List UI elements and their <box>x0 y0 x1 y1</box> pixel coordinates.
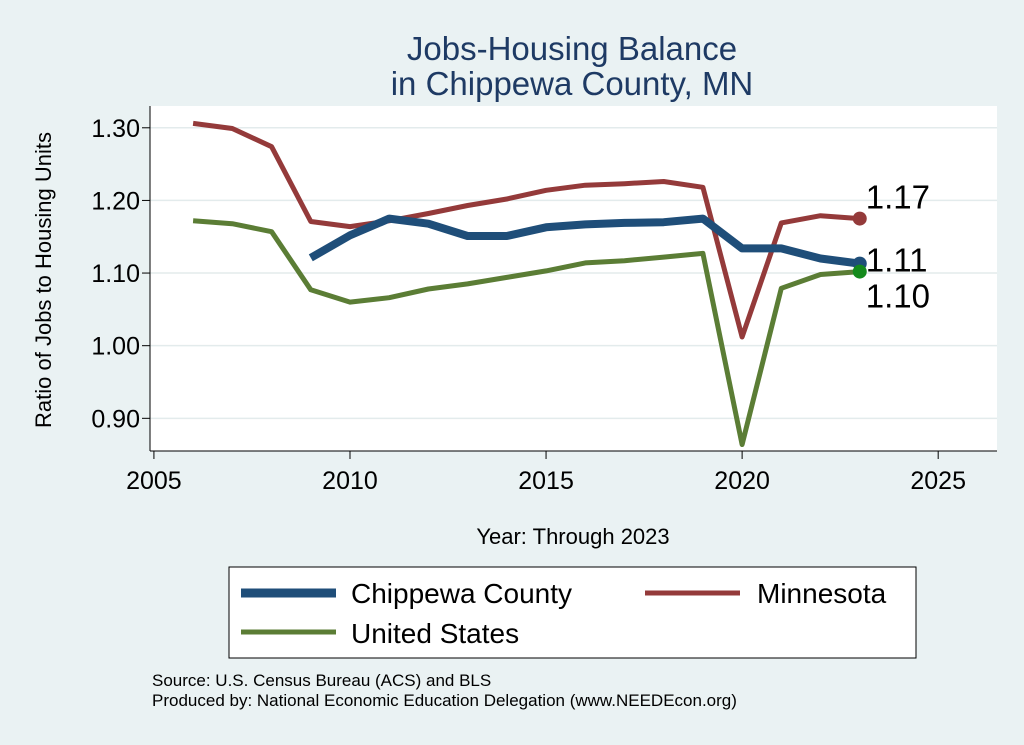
end-marker-minnesota <box>852 211 867 226</box>
x-tick-label: 2005 <box>126 467 182 495</box>
legend-box <box>228 566 917 659</box>
x-tick-label: 2010 <box>322 467 378 495</box>
x-tick-label: 2015 <box>518 467 574 495</box>
producer-note: Produced by: National Economic Education… <box>152 691 737 710</box>
y-tick-label: 1.10 <box>91 260 140 288</box>
series-line-chippewa-county <box>308 214 861 268</box>
x-tick-label: 2025 <box>910 467 966 495</box>
end-label-united-states: 1.10 <box>866 278 930 315</box>
end-markers: 1.11 1.17 1.10 <box>852 179 930 315</box>
legend-label-united-states: United States <box>351 618 519 649</box>
end-label-minnesota: 1.17 <box>866 179 930 216</box>
legend-label-minnesota: Minnesota <box>757 578 887 609</box>
end-label-chippewa-county: 1.11 <box>866 242 928 279</box>
y-tick-label: 1.30 <box>91 115 140 143</box>
series-line-minnesota <box>192 120 860 340</box>
series-lines <box>192 120 861 447</box>
y-tick-label: 1.00 <box>91 333 140 361</box>
chart-title-line-2: in Chippewa County, MN <box>391 65 754 102</box>
y-tick-label: 1.20 <box>91 187 140 215</box>
plot-area <box>150 106 997 451</box>
end-marker-united-states <box>852 264 867 279</box>
source-note: Source: U.S. Census Bureau (ACS) and BLS <box>152 671 492 690</box>
series-line-united-states <box>192 218 860 447</box>
x-tick-label: 2020 <box>714 467 770 495</box>
x-axis-label: Year: Through 2023 <box>476 524 669 549</box>
x-axis-ticks: 2005 2010 2015 2020 2025 <box>126 451 966 495</box>
chart-title-line-1: Jobs-Housing Balance <box>407 30 737 67</box>
y-tick-label: 0.90 <box>91 405 140 433</box>
y-axis-ticks: 0.90 1.00 1.10 1.20 1.30 <box>91 115 150 433</box>
legend-label-chippewa-county: Chippewa County <box>351 578 572 609</box>
y-axis-label: Ratio of Jobs to Housing Units <box>31 132 56 428</box>
